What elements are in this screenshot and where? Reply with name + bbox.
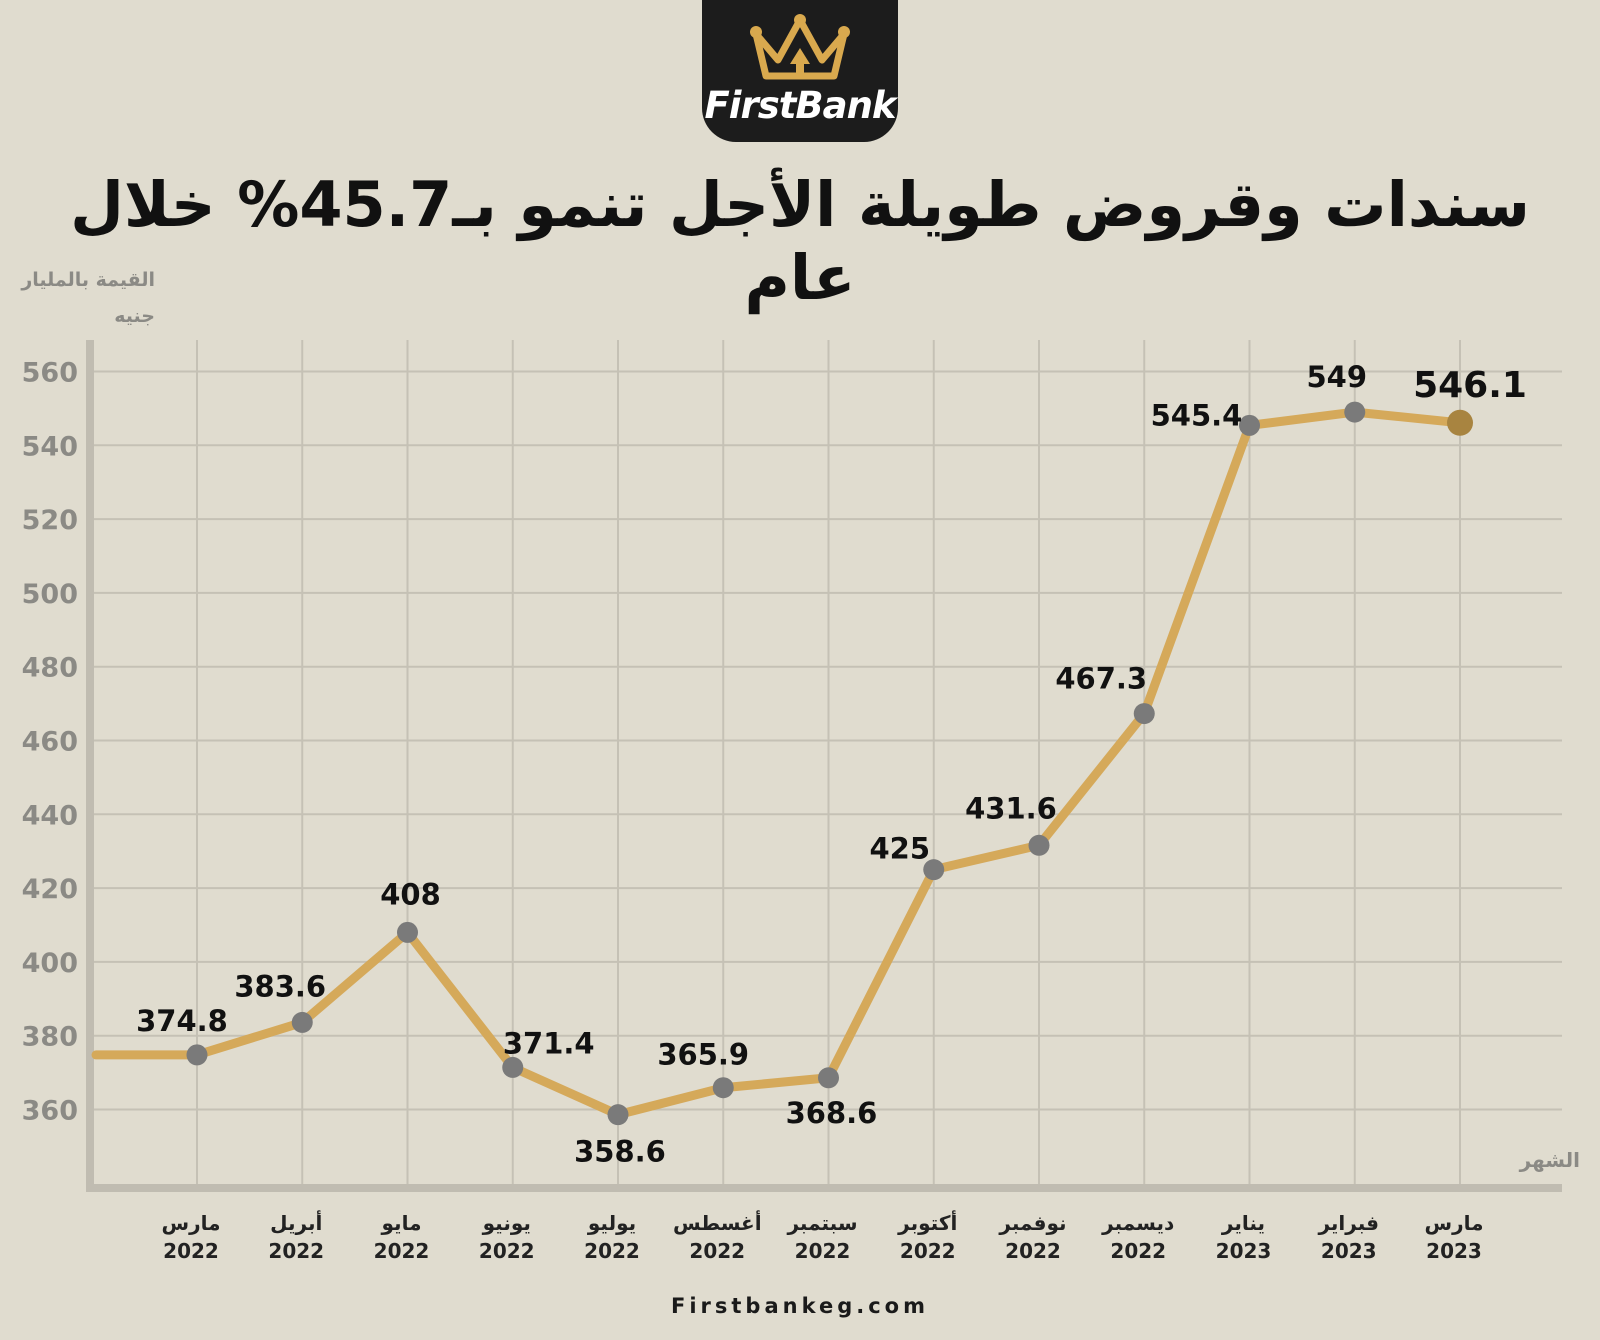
y-tick-label: 400 [22, 948, 78, 979]
y-tick-label: 460 [22, 727, 78, 758]
x-tick-year: 2023 [1426, 1239, 1482, 1263]
data-label: 467.3 [1055, 662, 1147, 696]
x-tick-month: مايو [381, 1211, 422, 1235]
footer-website: Firstbankeg.com [670, 1294, 929, 1318]
y-tick-label: 440 [22, 800, 78, 831]
data-point [818, 1067, 839, 1089]
x-tick-month: مارس [1424, 1211, 1483, 1235]
y-tick-label: 560 [22, 358, 78, 389]
x-tick-year: 2022 [479, 1239, 535, 1263]
x-tick-year: 2022 [584, 1239, 640, 1263]
x-tick-month: سبتمبر [786, 1211, 857, 1235]
x-tick-year: 2022 [268, 1239, 324, 1263]
data-label: 408 [380, 877, 441, 911]
firstbank-logo: FirstBank [702, 0, 898, 142]
y-axis-label: القيمة بالمليار جنيه [21, 269, 155, 327]
y-tick-label: 480 [22, 653, 78, 684]
x-tick-year: 2022 [1110, 1239, 1166, 1263]
y-tick-label: 360 [22, 1096, 78, 1127]
x-tick-month: ديسمبر [1101, 1211, 1174, 1235]
data-point [1133, 703, 1155, 725]
x-tick-month: يناير [1221, 1211, 1265, 1235]
data-label: 549 [1306, 360, 1367, 394]
data-label: 365.9 [657, 1038, 749, 1072]
x-tick-year: 2022 [689, 1239, 745, 1263]
data-point [502, 1056, 524, 1078]
data-label: 431.6 [965, 791, 1057, 825]
data-point [1028, 834, 1050, 856]
data-label: 425 [869, 832, 930, 866]
data-point [1239, 414, 1260, 436]
data-label: 545.4 [1151, 398, 1243, 432]
data-point [607, 1104, 629, 1126]
data-point [712, 1077, 734, 1099]
x-tick-month: فبراير [1317, 1211, 1379, 1235]
x-tick-month: نوفمبر [998, 1211, 1066, 1235]
data-point [186, 1044, 208, 1066]
x-tick-month: يوليو [587, 1211, 636, 1235]
x-tick-year: 2023 [1321, 1239, 1377, 1263]
y-tick-label: 420 [22, 874, 78, 905]
x-tick-year: 2022 [900, 1239, 956, 1263]
data-label: 368.6 [786, 1096, 878, 1130]
data-point [923, 859, 945, 881]
y-tick-label: 520 [22, 505, 78, 536]
data-point [1344, 401, 1366, 423]
chart-title: سندات وقروض طويلة الأجل تنمو بـ45.7% خلا… [70, 168, 1530, 314]
x-tick-month: أبريل [270, 1209, 322, 1235]
crown-icon [750, 14, 850, 80]
x-tick-year: 2022 [374, 1239, 430, 1263]
data-label: 383.6 [234, 969, 326, 1003]
x-tick-year: 2022 [163, 1239, 219, 1263]
x-tick-month: أكتوبر [897, 1209, 957, 1235]
x-tick-year: 2022 [795, 1239, 851, 1263]
x-tick-month: مارس [161, 1211, 220, 1235]
x-axis-label: الشهر [1519, 1148, 1580, 1172]
data-point [1447, 409, 1473, 436]
data-label: 374.8 [136, 1004, 228, 1038]
x-tick-year: 2023 [1216, 1239, 1272, 1263]
data-point [397, 921, 418, 943]
data-point [291, 1011, 313, 1033]
data-label: 358.6 [574, 1135, 666, 1169]
data-label: 546.1 [1413, 365, 1527, 406]
x-tick-year: 2022 [1005, 1239, 1061, 1263]
x-tick-month: يونيو [482, 1211, 531, 1235]
y-tick-label: 500 [22, 579, 78, 610]
y-tick-label: 540 [22, 431, 78, 462]
x-tick-month: أغسطس [673, 1209, 762, 1235]
y-tick-label: 380 [22, 1022, 78, 1053]
data-label: 371.4 [503, 1026, 595, 1060]
series-line [91, 407, 1465, 1120]
logo-text: FirstBank [704, 84, 896, 127]
